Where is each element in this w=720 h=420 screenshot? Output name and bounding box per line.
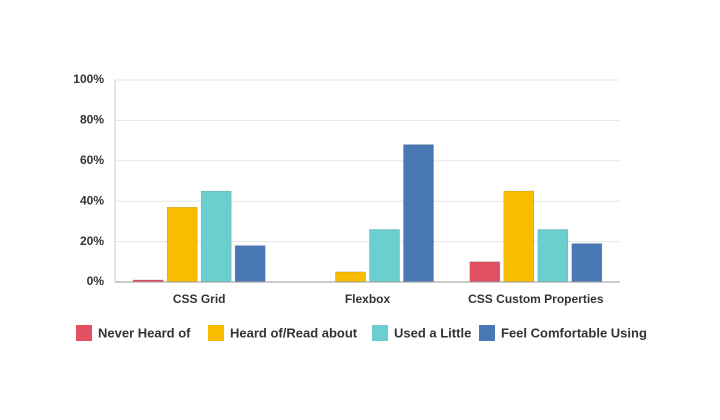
bar <box>537 229 569 283</box>
y-tick-label: 40% <box>80 193 104 207</box>
x-tick-label: Flexbox <box>345 292 391 306</box>
x-tick-label: CSS Custom Properties <box>468 292 604 306</box>
legend-text: Feel Comfortable Using <box>501 325 647 340</box>
bar <box>166 207 198 283</box>
legend-text: Never Heard of <box>98 325 191 340</box>
bar <box>403 144 434 283</box>
legend-text: Heard of/Read about <box>230 325 358 340</box>
y-tick-label: 100% <box>73 72 104 86</box>
legend-swatch <box>372 325 388 341</box>
bar <box>335 271 366 283</box>
bar <box>369 229 400 283</box>
y-tick-label: 60% <box>80 153 104 167</box>
x-tick-label: CSS Grid <box>173 292 226 306</box>
bar <box>200 190 232 283</box>
bar <box>503 190 535 283</box>
bar <box>571 243 603 283</box>
legend-swatch <box>76 325 92 341</box>
bar <box>469 261 501 283</box>
y-tick-label: 80% <box>80 113 104 127</box>
legend-swatch <box>208 325 224 341</box>
bar <box>234 245 266 283</box>
y-tick-label: 20% <box>80 234 104 248</box>
y-tick-label: 0% <box>87 274 105 288</box>
legend-swatch <box>479 325 495 341</box>
legend-text: Used a Little <box>394 325 471 340</box>
